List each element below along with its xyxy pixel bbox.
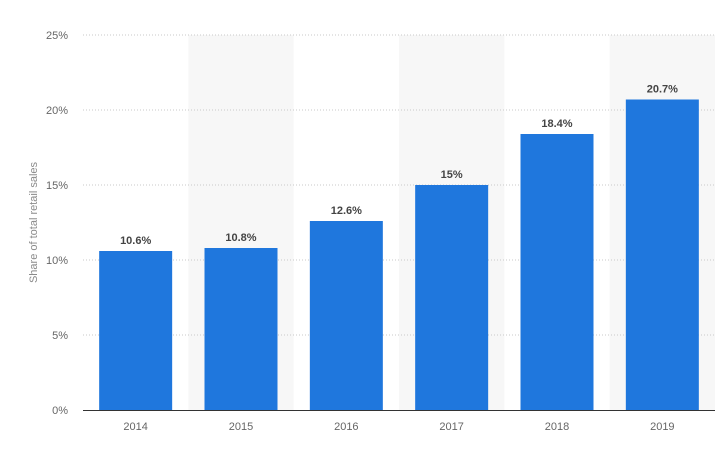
- y-axis-label: Share of total retail sales: [28, 161, 40, 283]
- bars: [99, 99, 699, 410]
- y-tick-label: 20%: [46, 105, 68, 117]
- x-tick-label-2018: 2018: [545, 421, 569, 433]
- bar-2014: [99, 251, 173, 410]
- x-tick-label-2019: 2019: [650, 421, 674, 433]
- y-tick-label: 25%: [46, 30, 68, 42]
- x-tick-label-2015: 2015: [229, 421, 253, 433]
- x-tick-label-2016: 2016: [334, 421, 358, 433]
- bar-2018: [520, 134, 594, 410]
- data-label-2016: 12.6%: [331, 205, 362, 217]
- x-tick-label-2017: 2017: [439, 421, 463, 433]
- data-label-2017: 15%: [441, 169, 463, 181]
- x-axis-ticks: 2014 2015 2016 2017 2018 2019: [123, 421, 674, 433]
- bar-2019: [625, 99, 699, 410]
- y-tick-label: 0%: [52, 405, 68, 417]
- y-tick-label: 15%: [46, 180, 68, 192]
- bar-2016: [309, 221, 383, 410]
- data-labels: 10.6% 10.8% 12.6% 15% 18.4% 20.7%: [120, 84, 678, 248]
- data-label-2014: 10.6%: [120, 235, 151, 247]
- bar-2017: [415, 185, 489, 410]
- data-label-2015: 10.8%: [225, 232, 256, 244]
- gridlines: [83, 34, 715, 336]
- data-label-2018: 18.4%: [541, 118, 572, 130]
- data-label-2019: 20.7%: [647, 84, 678, 96]
- bar-2015: [204, 248, 278, 410]
- y-tick-label: 10%: [46, 255, 68, 267]
- y-axis-ticks: 0% 5% 10% 15% 20% 25%: [46, 30, 68, 417]
- y-tick-label: 5%: [52, 330, 68, 342]
- x-tick-label-2014: 2014: [123, 421, 147, 433]
